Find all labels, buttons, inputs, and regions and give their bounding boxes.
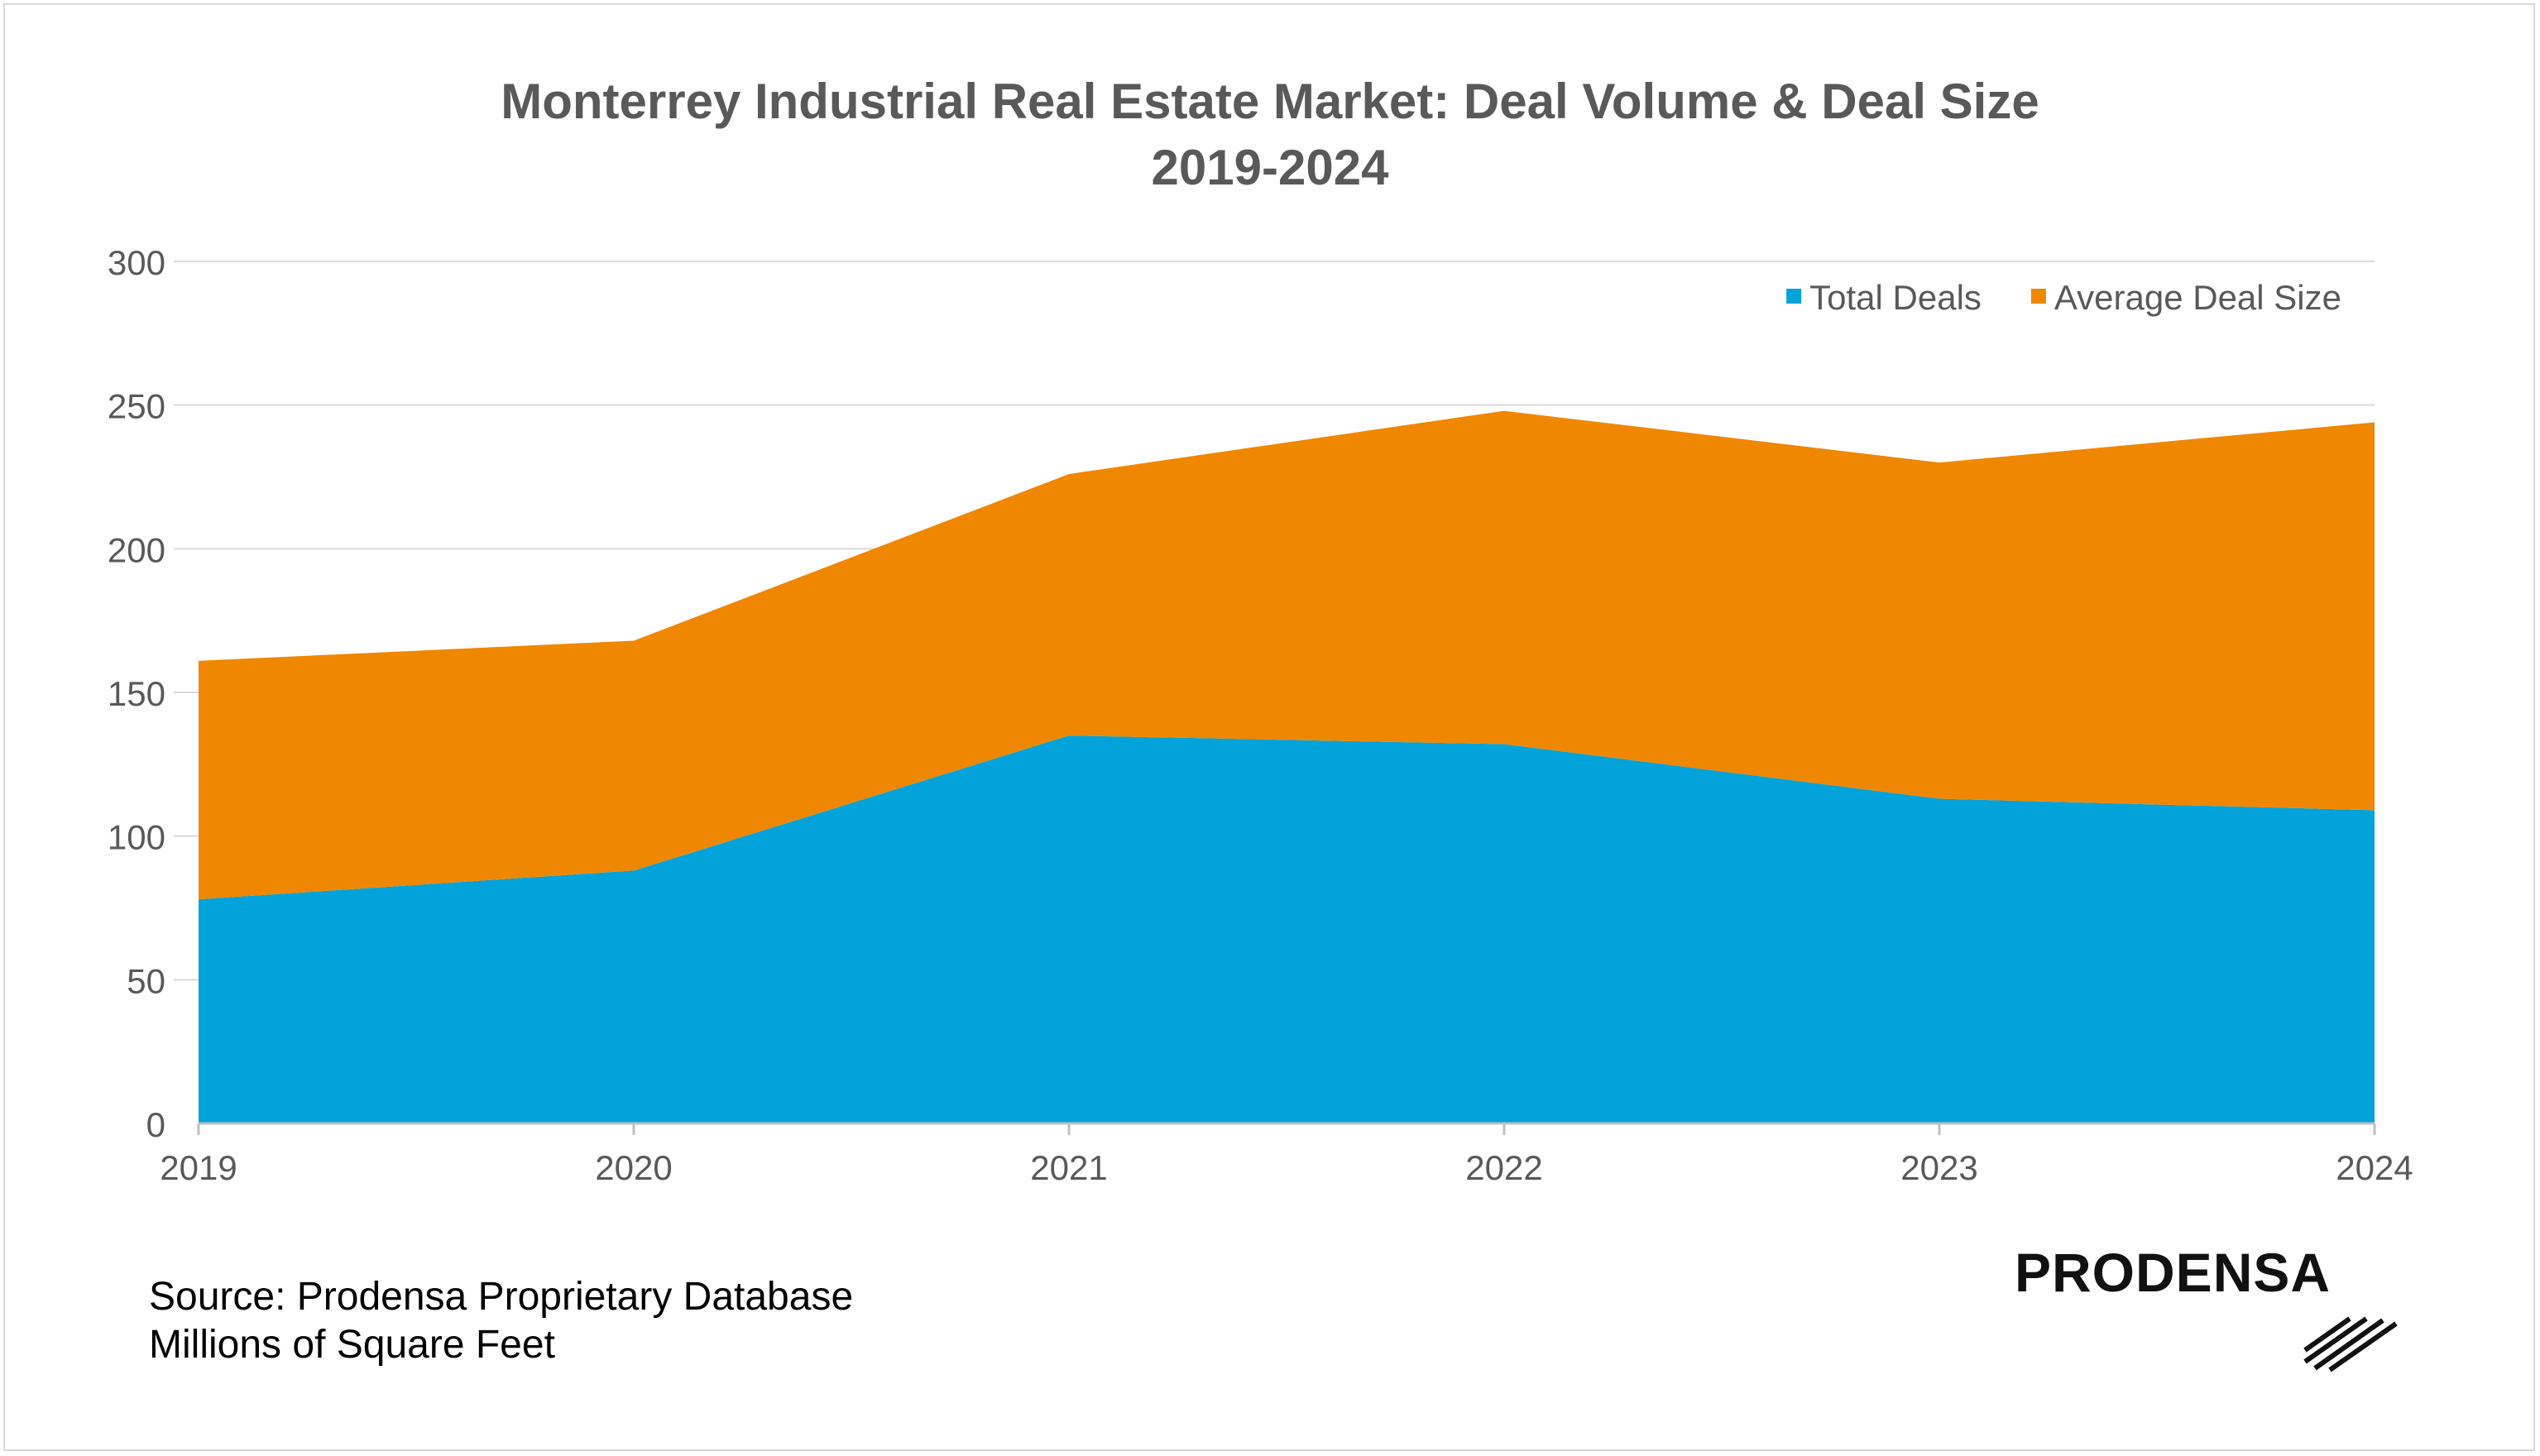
x-tick-label-2020: 2020 <box>595 1148 672 1187</box>
prodensa-logo: PRODENSA <box>2015 1241 2403 1382</box>
x-tick-label-2022: 2022 <box>1465 1148 1542 1187</box>
axes: 0 50 100 150 200 250 300 2019 2020 2021 2022 2023 20… <box>108 243 2413 1187</box>
logo-wordmark: PRODENSA <box>2015 1242 2332 1303</box>
y-tick-label-50: 50 <box>127 961 165 1000</box>
source-note: Source: Prodensa Proprietary Database <box>149 1275 854 1319</box>
units-note: Millions of Square Feet <box>149 1323 555 1367</box>
chart-subtitle: 2019-2024 <box>1151 140 1389 195</box>
x-tick-label-2023: 2023 <box>1900 1148 1977 1187</box>
x-tick-label-2019: 2019 <box>160 1148 237 1187</box>
legend: Total Deals Average Deal Size <box>1786 278 2341 317</box>
chart-title: Monterrey Industrial Real Estate Market:… <box>501 74 2039 129</box>
y-tick-label-0: 0 <box>146 1105 165 1144</box>
area-total-deals <box>199 735 2375 1123</box>
areas <box>199 410 2375 1123</box>
logo-stripes-icon <box>2303 1316 2398 1372</box>
legend-swatch-average-deal-size <box>2030 289 2046 304</box>
y-tick-label-200: 200 <box>108 530 165 569</box>
legend-label-total-deals: Total Deals <box>1809 278 1982 317</box>
y-tick-label-150: 150 <box>108 674 165 713</box>
area-average-deal-size <box>199 410 2375 900</box>
legend-swatch-total-deals <box>1786 289 1802 304</box>
x-tick-label-2024: 2024 <box>2336 1148 2413 1187</box>
legend-label-average-deal-size: Average Deal Size <box>2054 278 2341 317</box>
y-tick-label-250: 250 <box>108 387 165 426</box>
y-tick-label-300: 300 <box>108 243 165 282</box>
x-tick-label-2021: 2021 <box>1030 1148 1107 1187</box>
y-tick-label-100: 100 <box>108 818 165 857</box>
